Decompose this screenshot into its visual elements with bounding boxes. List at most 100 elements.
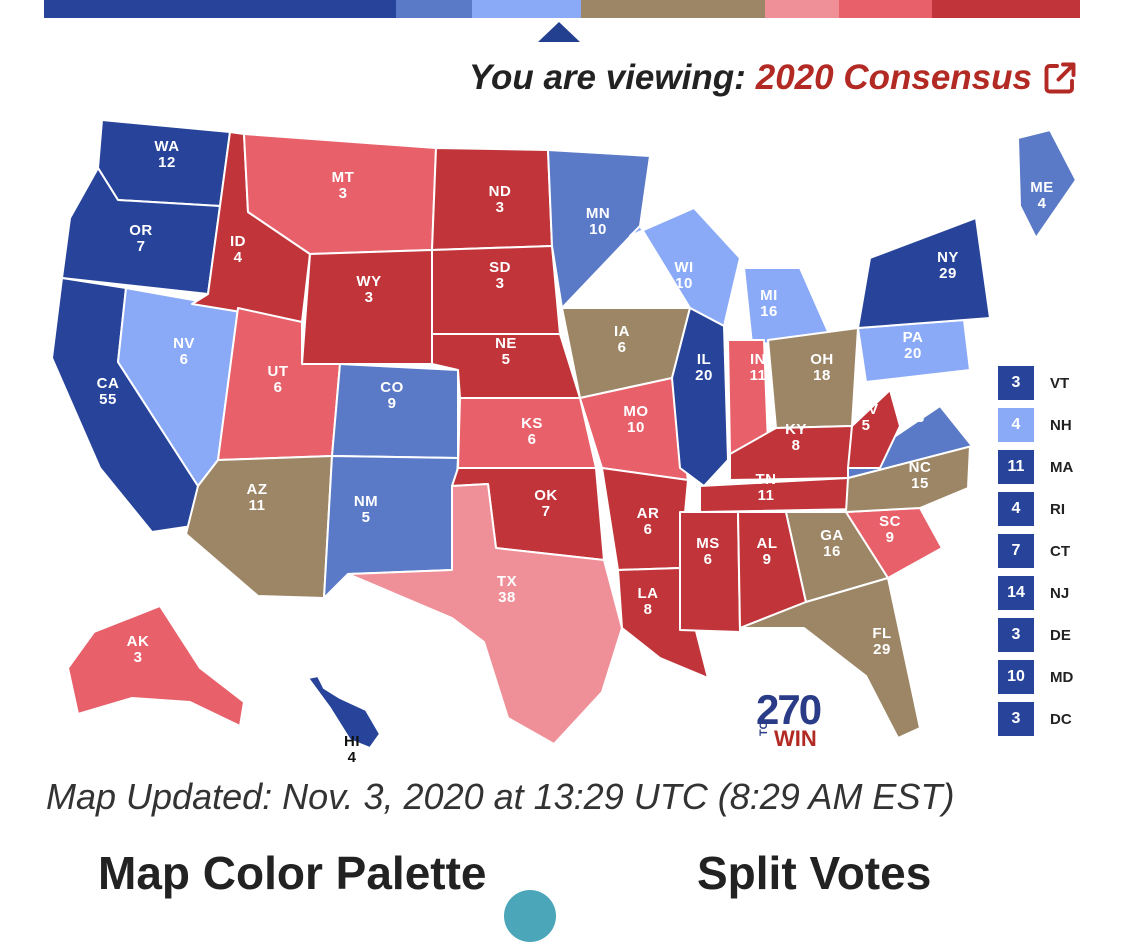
state-az[interactable] — [185, 455, 333, 599]
state-abbr: MS — [696, 535, 720, 552]
logo-number: 270 — [756, 686, 822, 733]
state-abbr: VA — [905, 393, 927, 410]
state-abbr: IN — [749, 351, 766, 368]
state-abbr: UT — [267, 363, 289, 380]
small-state-row-nh[interactable]: 4 NH — [998, 404, 1098, 446]
state-electoral-votes: 55 — [99, 391, 117, 408]
small-state-votes-dc[interactable]: 3 — [998, 702, 1034, 736]
state-electoral-votes: 9 — [762, 551, 772, 568]
small-state-votes-ri[interactable]: 4 — [998, 492, 1034, 526]
state-abbr: KY — [785, 421, 807, 438]
state-abbr: HI — [344, 733, 360, 750]
small-state-votes-ma[interactable]: 11 — [998, 450, 1034, 484]
state-electoral-votes: 3 — [495, 199, 505, 216]
small-state-abbr: DC — [1050, 710, 1072, 728]
state-label-ks: KS 6 — [521, 416, 543, 448]
electoral-map: WA 12 OR 7 CA 55 NV 6 ID 4 MT 3 WY 3 UT 6 AZ 11 CO 9 NM 5 ND 3 S… — [40, 108, 1100, 768]
state-label-tn: TN 11 — [756, 472, 777, 504]
state-label-nc: NC 15 — [909, 460, 932, 492]
small-state-votes-md[interactable]: 10 — [998, 660, 1034, 694]
state-electoral-votes: 16 — [823, 543, 841, 560]
state-electoral-votes: 10 — [589, 221, 607, 238]
state-abbr: IL — [696, 351, 712, 368]
state-abbr: WI — [674, 259, 694, 276]
split-votes-section-title: Split Votes — [697, 847, 932, 899]
state-me[interactable] — [1017, 129, 1077, 239]
small-state-votes-nh[interactable]: 4 — [998, 408, 1034, 442]
scenario-link[interactable]: 2020 Consensus — [755, 58, 1032, 97]
tally-segment-safe_dem — [44, 0, 397, 18]
state-mn[interactable] — [547, 149, 651, 309]
state-electoral-votes: 11 — [749, 367, 767, 384]
state-label-ar: AR 6 — [637, 506, 660, 538]
state-abbr: KS — [521, 415, 543, 432]
small-state-votes-nj[interactable]: 14 — [998, 576, 1034, 610]
state-abbr: AZ — [246, 481, 268, 498]
viewing-line: You are viewing: 2020 Consensus — [469, 58, 1078, 98]
tally-pointer-icon — [538, 22, 580, 42]
state-abbr: PA — [902, 329, 924, 346]
state-abbr: TN — [755, 471, 777, 488]
state-abbr: FL — [872, 625, 892, 642]
state-label-ne: NE 5 — [495, 336, 517, 368]
small-state-abbr: MD — [1050, 668, 1074, 686]
state-ak[interactable] — [67, 605, 245, 727]
small-state-row-vt[interactable]: 3 VT — [998, 362, 1098, 404]
small-state-abbr: CT — [1050, 542, 1070, 560]
state-electoral-votes: 5 — [861, 417, 871, 434]
logo-win: WIN — [774, 726, 817, 751]
state-electoral-votes: 29 — [939, 265, 957, 282]
small-state-row-dc[interactable]: 3 DC — [998, 698, 1098, 740]
state-label-la: LA 8 — [638, 586, 659, 618]
state-electoral-votes: 4 — [1037, 195, 1047, 212]
state-abbr: GA — [820, 527, 844, 544]
state-electoral-votes: 6 — [527, 431, 537, 448]
small-state-row-md[interactable]: 10 MD — [998, 656, 1098, 698]
small-state-row-nj[interactable]: 14 NJ — [998, 572, 1098, 614]
state-label-in: IN 11 — [750, 352, 767, 384]
state-abbr: ID — [230, 233, 246, 250]
state-label-co: CO 9 — [380, 380, 404, 412]
state-label-ok: OK 7 — [534, 488, 558, 520]
state-electoral-votes: 6 — [703, 551, 713, 568]
state-wv[interactable] — [847, 389, 901, 469]
state-label-ms: MS 6 — [696, 536, 720, 568]
state-abbr: SC — [879, 513, 901, 530]
tally-segment-tossup — [580, 0, 766, 18]
small-state-row-ma[interactable]: 11 MA — [998, 446, 1098, 488]
state-label-fl: FL 29 — [872, 626, 891, 658]
viewing-prefix: You are viewing: — [468, 58, 746, 97]
state-abbr: OR — [129, 222, 153, 239]
state-ms[interactable] — [679, 511, 741, 633]
state-label-mi: MI 16 — [760, 288, 778, 320]
help-button[interactable] — [504, 890, 556, 942]
small-state-row-ri[interactable]: 4 RI — [998, 488, 1098, 530]
state-fl[interactable] — [739, 577, 921, 739]
small-state-votes-de[interactable]: 3 — [998, 618, 1034, 652]
small-state-row-de[interactable]: 3 DE — [998, 614, 1098, 656]
state-electoral-votes: 4 — [233, 249, 243, 266]
state-ny[interactable] — [857, 217, 991, 329]
small-state-abbr: DE — [1050, 626, 1071, 644]
state-label-or: OR 7 — [129, 223, 153, 255]
state-label-va: VA 13 — [906, 394, 927, 426]
state-tx[interactable] — [347, 483, 623, 745]
270towin-logo: 270 TO WIN — [756, 686, 826, 752]
state-hi[interactable] — [307, 675, 381, 749]
state-label-ky: KY 8 — [785, 422, 807, 454]
small-state-votes-ct[interactable]: 7 — [998, 534, 1034, 568]
state-electoral-votes: 7 — [136, 238, 146, 255]
tally-segment-safe_rep — [931, 0, 1080, 18]
small-state-row-ct[interactable]: 7 CT — [998, 530, 1098, 572]
state-abbr: NE — [495, 335, 517, 352]
state-electoral-votes: 15 — [911, 475, 929, 492]
state-label-wi: WI 10 — [674, 260, 693, 292]
state-label-ak: AK 3 — [127, 634, 150, 666]
state-abbr: AR — [636, 505, 660, 522]
electoral-tally-bar — [44, 0, 1080, 18]
small-state-votes-vt[interactable]: 3 — [998, 366, 1034, 400]
external-link-icon[interactable] — [1042, 60, 1078, 96]
state-electoral-votes: 20 — [695, 367, 713, 384]
state-label-oh: OH 18 — [810, 352, 834, 384]
state-wy[interactable] — [301, 249, 433, 365]
